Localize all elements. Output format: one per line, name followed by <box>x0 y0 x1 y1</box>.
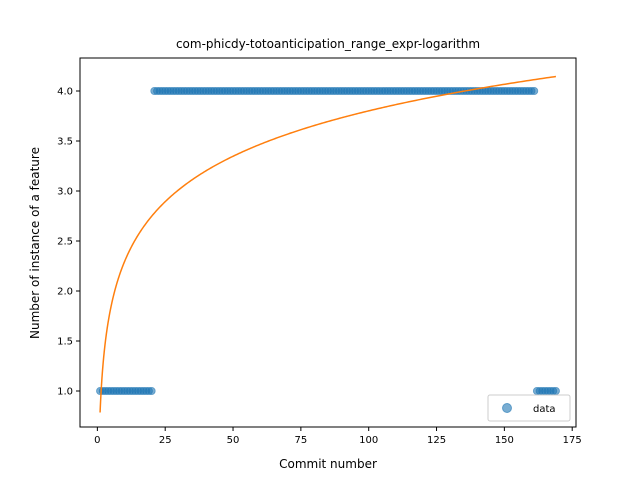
x-tick-label: 75 <box>294 435 307 446</box>
y-tick-label: 2.5 <box>57 237 73 248</box>
fit-line <box>99 75 557 413</box>
chart-title: com-phicdy-totoanticipation_range_expr-l… <box>176 37 480 51</box>
x-tick-label: 0 <box>94 435 100 446</box>
legend-box <box>487 394 571 422</box>
y-tick-label: 3.0 <box>57 187 73 198</box>
legend: data <box>487 394 571 422</box>
scatter-series-data <box>96 87 560 395</box>
y-tick-label: 1.0 <box>57 387 73 398</box>
y-axis: 1.0 1.5 2.0 2.5 3.0 3.5 4.0 <box>57 87 80 398</box>
legend-label-data: data <box>533 404 556 415</box>
x-tick-label: 50 <box>227 435 240 446</box>
plot-area <box>96 75 560 413</box>
y-tick-label: 1.5 <box>57 337 73 348</box>
data-point <box>530 87 539 96</box>
x-axis-label: Commit number <box>279 457 377 471</box>
x-tick-label: 125 <box>427 435 446 446</box>
y-tick-label: 3.5 <box>57 137 73 148</box>
y-tick-label: 4.0 <box>57 87 73 98</box>
y-axis-label: Number of instance of a feature <box>28 147 42 339</box>
x-tick-label: 100 <box>359 435 378 446</box>
data-point <box>147 386 156 395</box>
legend-marker-data <box>502 403 512 413</box>
x-tick-label: 175 <box>563 435 582 446</box>
plot-frame <box>79 57 577 428</box>
y-tick-label: 2.0 <box>57 287 73 298</box>
x-tick-label: 25 <box>159 435 172 446</box>
x-tick-label: 150 <box>495 435 514 446</box>
data-point <box>551 386 560 395</box>
x-axis: 0 25 50 75 100 125 150 175 <box>94 427 582 446</box>
